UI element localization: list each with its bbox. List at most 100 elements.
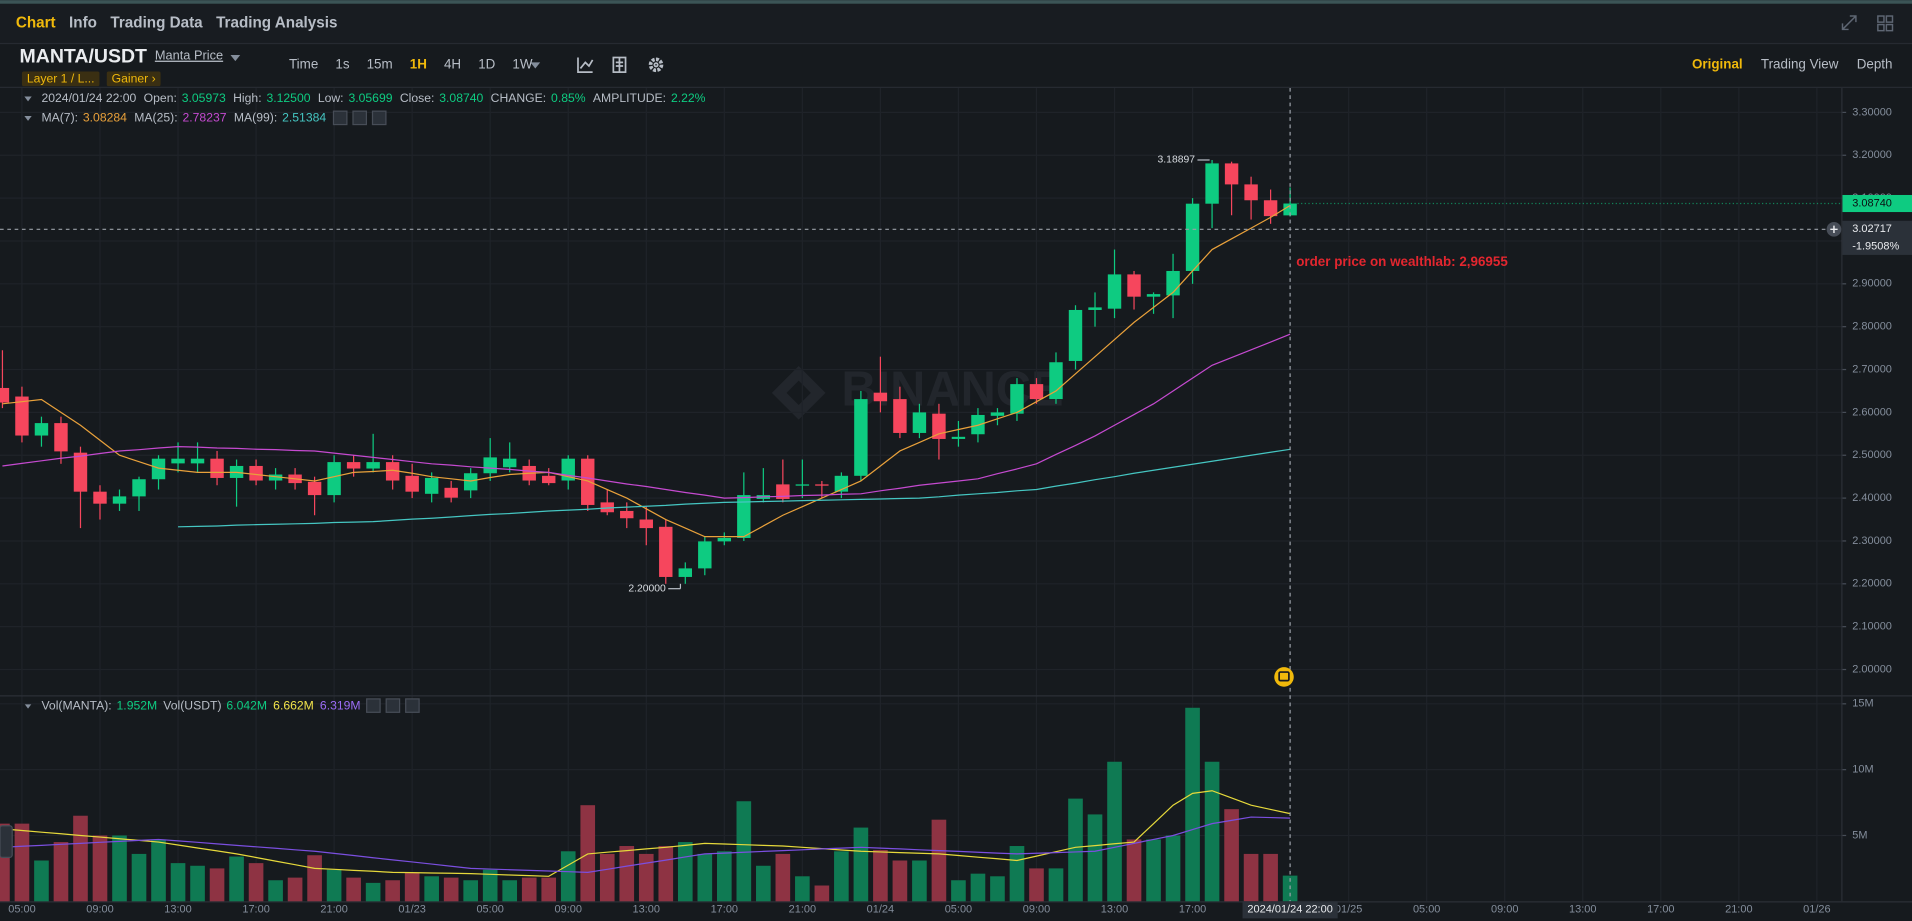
legend-button[interactable] <box>366 698 381 713</box>
collapse-arrow[interactable] <box>24 703 32 709</box>
tag-label[interactable]: Gainer › <box>112 72 156 86</box>
volume-bar <box>112 835 127 902</box>
view-option[interactable]: Depth <box>1857 56 1893 71</box>
volume-bar <box>365 882 381 902</box>
x-tick-label: 01/25 <box>1335 904 1362 916</box>
x-tick-label: 13:00 <box>1569 904 1596 916</box>
candle-body <box>795 484 810 486</box>
volume-bar <box>853 827 869 902</box>
tag[interactable] <box>21 71 100 87</box>
legend-button[interactable] <box>352 110 368 126</box>
candle-body <box>171 458 185 464</box>
candle-body <box>951 436 966 439</box>
interval[interactable]: Time <box>289 56 318 71</box>
dropdown-arrow[interactable] <box>230 55 241 62</box>
volume-value: 6.662M <box>273 698 314 712</box>
add-alert-plus <box>1830 225 1838 233</box>
x-tick-label: 05:00 <box>945 904 972 916</box>
event-marker-glyph <box>1278 671 1290 682</box>
nav-tab[interactable]: Trading Data <box>110 14 203 31</box>
nav-bar <box>0 3 1912 43</box>
crosshair-time: 2024/01/24 22:00 <box>1247 904 1332 916</box>
candle-body <box>659 526 673 577</box>
volume-bar <box>151 839 166 902</box>
volume-bar <box>814 885 830 902</box>
dropdown-arrow[interactable] <box>530 62 541 69</box>
legend-button[interactable] <box>385 698 401 713</box>
volume-bar <box>599 853 615 902</box>
legend-button[interactable] <box>371 110 387 126</box>
volume-bar <box>287 877 303 902</box>
candle-body <box>307 481 322 496</box>
view-option[interactable]: Original <box>1692 56 1743 71</box>
candle-body <box>1205 163 1219 204</box>
interval[interactable]: 1H <box>410 56 427 71</box>
candle-body <box>190 458 205 464</box>
price-link[interactable]: Manta Price <box>155 48 223 63</box>
scroll-handle[interactable] <box>0 825 13 859</box>
nav-tab[interactable]: Trading Analysis <box>216 14 337 31</box>
view-option[interactable]: Trading View <box>1761 56 1839 71</box>
candle-body <box>912 412 927 433</box>
candle-body <box>717 537 732 542</box>
ma-value: 3.08284 <box>83 111 127 125</box>
x-tick-label: 17:00 <box>1647 904 1674 916</box>
annotation: order price on wealthlab: 2,96955 <box>1296 254 1508 269</box>
volume-bar <box>131 853 147 902</box>
layout-icon[interactable] <box>1877 23 1885 32</box>
candle-body <box>444 487 458 498</box>
interval[interactable]: 15m <box>367 56 393 71</box>
tag[interactable] <box>106 71 161 87</box>
volume-bar <box>502 880 518 902</box>
interval[interactable]: 1W <box>512 56 532 71</box>
y-tick-label: 2.00000 <box>1852 663 1892 675</box>
minimize-icon[interactable] <box>1841 15 1857 31</box>
legend-button[interactable] <box>332 110 348 126</box>
legend-label: Close: <box>400 91 435 105</box>
x-tick-label: 09:00 <box>1491 904 1518 916</box>
candle-body <box>600 502 614 513</box>
volume-bar <box>1087 814 1103 902</box>
volume-ma-line <box>2 790 1291 877</box>
layout-icon[interactable] <box>1885 23 1894 32</box>
candle-body <box>1185 203 1200 271</box>
window-icons[interactable] <box>1841 15 1894 32</box>
legend-label: CHANGE: <box>491 91 547 105</box>
layout-icon[interactable] <box>1877 15 1885 23</box>
symbol: MANTA/USDT <box>20 46 148 68</box>
legend-button[interactable] <box>405 698 420 713</box>
interval[interactable]: 4H <box>444 56 461 71</box>
y-tick-label: 2.40000 <box>1852 492 1892 504</box>
ma-line <box>2 333 1291 499</box>
volume-value: 1.952M <box>117 698 158 712</box>
candle-body <box>893 399 907 433</box>
tag-label[interactable]: Layer 1 / L... <box>27 72 95 86</box>
collapse-arrow[interactable] <box>24 116 32 121</box>
ma-value: 2.51384 <box>282 111 326 125</box>
interval[interactable]: 1s <box>335 56 349 71</box>
collapse-arrow[interactable] <box>24 96 32 102</box>
volume-bar <box>1263 853 1278 902</box>
indicator-icon[interactable] <box>577 57 594 73</box>
legend-label: High: <box>233 91 261 105</box>
interval[interactable]: 1D <box>478 56 495 71</box>
layout-icon[interactable] <box>1885 15 1894 23</box>
candle-body <box>1088 307 1102 310</box>
x-tick-label: 13:00 <box>633 904 660 916</box>
x-tick-label: 01/24 <box>867 904 894 916</box>
volume-bar <box>775 853 791 902</box>
y-tick-label: 2.20000 <box>1852 578 1892 590</box>
candle-body <box>0 387 10 403</box>
volume-ma-line <box>2 816 1291 873</box>
x-tick-label: 17:00 <box>1179 904 1206 916</box>
y-tick-label: 2.80000 <box>1852 321 1892 333</box>
volume-bar <box>385 880 400 902</box>
plot: Chart Info Trading Data Trading Analysis MAN… <box>0 14 1912 919</box>
last-price-box <box>1842 194 1912 213</box>
y-tick-label: 2.30000 <box>1852 535 1892 547</box>
event-marker[interactable] <box>1274 667 1294 687</box>
nav-tab[interactable]: Info <box>69 14 97 31</box>
volume-bar <box>580 805 596 902</box>
nav-tab[interactable]: Chart <box>16 14 56 31</box>
max-label: 3.18897 <box>1158 155 1196 166</box>
